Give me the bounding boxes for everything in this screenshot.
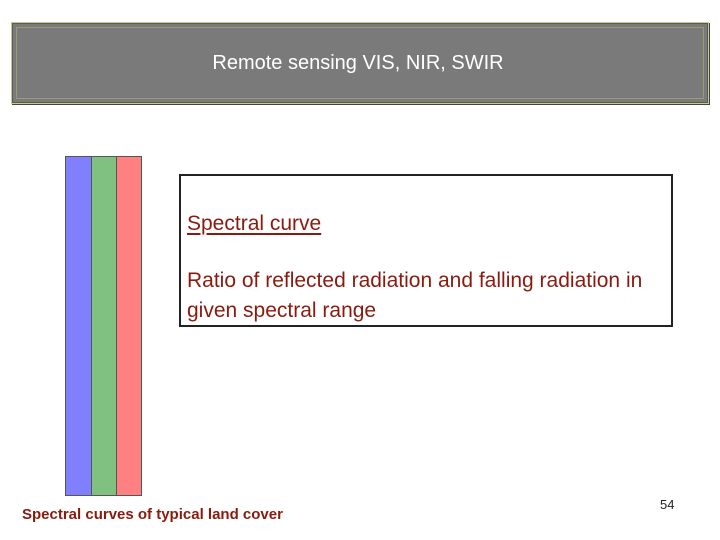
definition-term: Spectral curve (187, 212, 322, 235)
title-bar-inner-frame (16, 27, 704, 99)
definition-text: Ratio of reflected radiation and falling… (187, 269, 643, 322)
slide-title: Remote sensing VIS, NIR, SWIR (212, 51, 504, 74)
visible-band-red (116, 156, 142, 496)
visible-band-green (91, 156, 117, 496)
definition-box: Spectral curve Ratio of reflected radiat… (179, 174, 673, 327)
figure-caption: Spectral curves of typical land cover (22, 506, 283, 523)
page-number: 54 (660, 497, 675, 512)
visible-band-blue (65, 156, 92, 496)
slide-title-bar: Remote sensing VIS, NIR, SWIR (11, 22, 709, 104)
